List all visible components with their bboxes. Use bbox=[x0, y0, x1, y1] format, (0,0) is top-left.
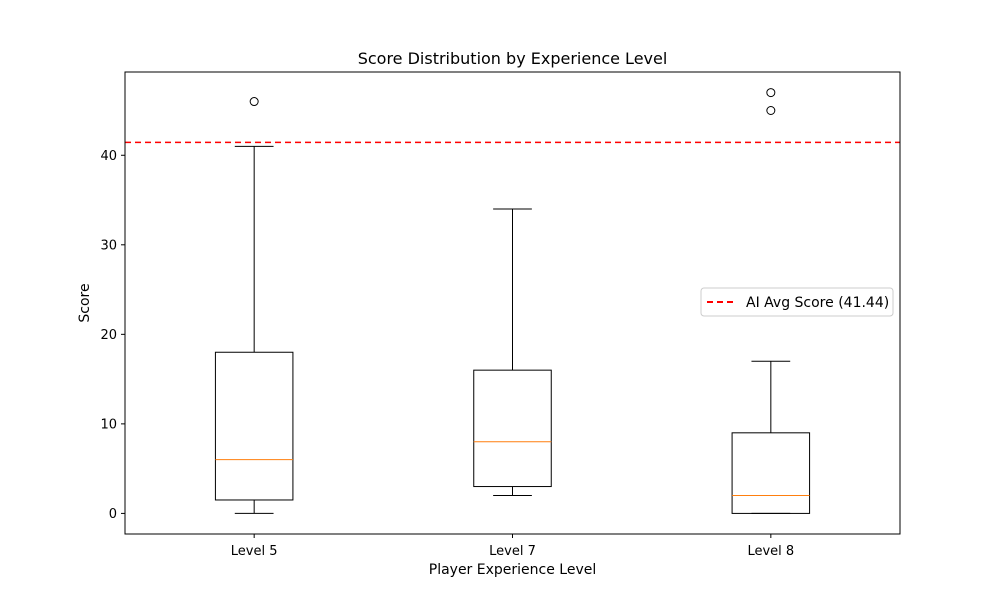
box-group bbox=[473, 208, 552, 496]
x-axis-label: Player Experience Level bbox=[429, 562, 597, 578]
outlier-point bbox=[766, 88, 776, 98]
y-tick-label: 10 bbox=[100, 417, 117, 432]
y-tick-label: 20 bbox=[100, 328, 117, 343]
x-tick-label: Level 7 bbox=[489, 544, 536, 559]
outlier-point bbox=[249, 97, 259, 107]
box-iqr bbox=[731, 432, 811, 514]
x-axis: Level 5 Level 7 Level 8 bbox=[231, 534, 794, 559]
legend: AI Avg Score (41.44) bbox=[700, 287, 894, 317]
x-tick-label: Level 5 bbox=[231, 544, 278, 559]
chart-title: Score Distribution by Experience Level bbox=[358, 49, 668, 68]
plot-area bbox=[125, 88, 900, 514]
y-tick-label: 30 bbox=[100, 238, 117, 253]
box-iqr bbox=[214, 351, 294, 501]
legend-entry-label: AI Avg Score (41.44) bbox=[746, 295, 889, 311]
box-iqr bbox=[473, 369, 552, 488]
y-tick-label: 0 bbox=[109, 507, 117, 522]
y-axis-label: Score bbox=[77, 283, 93, 322]
box-group bbox=[214, 97, 294, 514]
y-tick-label: 40 bbox=[100, 149, 117, 164]
x-tick-label: Level 8 bbox=[747, 544, 794, 559]
outlier-point bbox=[766, 106, 776, 115]
legend-box bbox=[700, 287, 894, 317]
y-axis: 0 10 20 30 40 bbox=[100, 149, 125, 522]
box-group bbox=[731, 88, 811, 514]
